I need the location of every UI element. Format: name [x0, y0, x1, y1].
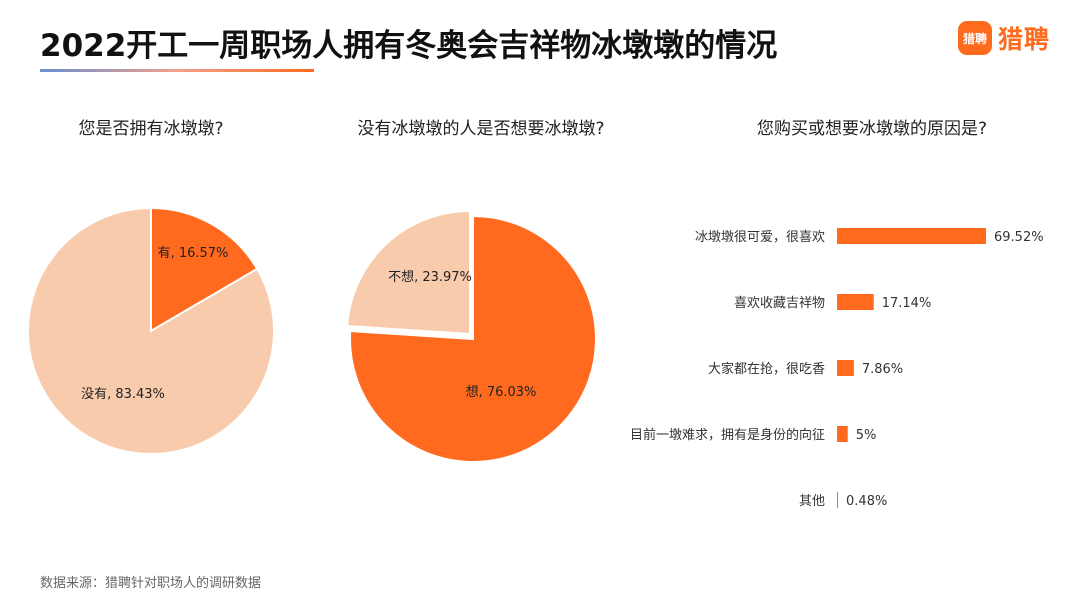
bar-category-label-2: 大家都在抢，很吃香 [708, 361, 825, 377]
bar-3 [837, 426, 848, 442]
pie1-label-1: 没有, 83.43% [81, 387, 165, 402]
pie1-label-0: 有, 16.57% [158, 246, 229, 261]
bar-value-label-4: 0.48% [846, 494, 887, 509]
bar-value-label-3: 5% [856, 428, 877, 443]
title-underline [40, 69, 314, 72]
pie2-slice-0 [349, 214, 597, 463]
pie1-title: 您是否拥有冰墩墩? [78, 119, 224, 139]
bar-category-label-3: 目前一墩难求，拥有是身份的向征 [630, 427, 825, 443]
pie1-slice-1 [27, 206, 275, 455]
bar-2 [837, 360, 854, 376]
page-title: 2022开工一周职场人拥有冬奥会吉祥物冰墩墩的情况 [40, 28, 778, 64]
pie2-label-0: 想, 76.03% [466, 384, 537, 400]
logo-badge: 猎聘 [958, 21, 992, 55]
pie2-label-1: 不想, 23.97% [388, 269, 472, 285]
logo-text: 猎聘 [998, 25, 1051, 54]
pie1-slice-0 [150, 206, 259, 333]
bar-1 [837, 294, 874, 310]
bar-value-label-0: 69.52% [994, 230, 1044, 245]
liepin-logo: 猎聘 猎聘 [958, 20, 1050, 56]
bar-category-label-4: 其他 [799, 494, 825, 509]
bar-4 [837, 492, 839, 508]
bar-value-label-2: 7.86% [862, 362, 903, 377]
pie2-slice-1 [346, 209, 471, 336]
bar-0 [837, 228, 986, 244]
bar-category-label-0: 冰墩墩很可爱，很喜欢 [695, 230, 825, 245]
bar-chart-title: 您购买或想要冰墩墩的原因是? [756, 119, 988, 139]
data-source-note: 数据来源：猎聘针对职场人的调研数据 [40, 576, 262, 591]
bar-value-label-1: 17.14% [882, 296, 932, 311]
pie2-title: 没有冰墩墩的人是否想要冰墩墩? [357, 119, 605, 139]
bar-category-label-1: 喜欢收藏吉祥物 [734, 296, 825, 311]
